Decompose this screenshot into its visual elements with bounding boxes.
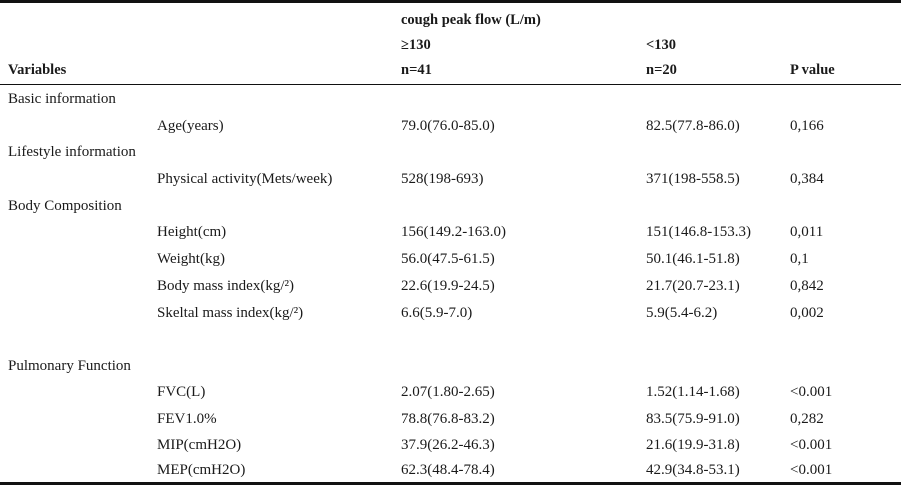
p-value: 0,011 bbox=[790, 224, 824, 240]
col1-value: 6.6(5.9-7.0) bbox=[401, 305, 473, 321]
p-value-header: P value bbox=[790, 62, 835, 78]
p-value: 0,384 bbox=[790, 171, 824, 187]
col1-value: 62.3(48.4-78.4) bbox=[401, 462, 495, 478]
p-value: <0.001 bbox=[790, 437, 833, 453]
table-row: MEP(cmH2O) 62.3(48.4-78.4) 42.9(34.8-53.… bbox=[0, 460, 901, 487]
table-row: MIP(cmH2O) 37.9(26.2-46.3) 21.6(19.9-31.… bbox=[0, 435, 901, 462]
col1-group-label: ≥130 bbox=[401, 37, 431, 53]
variable-label: Height(cm) bbox=[157, 224, 227, 240]
group-header: cough peak flow (L/m) bbox=[401, 12, 541, 28]
variable-label: FVC(L) bbox=[157, 384, 206, 400]
col2-value: 83.5(75.9-91.0) bbox=[646, 411, 740, 427]
col2-value: 42.9(34.8-53.1) bbox=[646, 462, 740, 478]
col1-value: 78.8(76.8-83.2) bbox=[401, 411, 495, 427]
table-row: FVC(L) 2.07(1.80-2.65) 1.52(1.14-1.68) <… bbox=[0, 382, 901, 409]
variable-label: FEV1.0% bbox=[157, 411, 217, 427]
table-row: FEV1.0% 78.8(76.8-83.2) 83.5(75.9-91.0) … bbox=[0, 409, 901, 436]
variable-label: Physical activity(Mets/week) bbox=[157, 171, 333, 187]
section-row: Lifestyle information bbox=[0, 142, 901, 169]
col1-n: n=41 bbox=[401, 62, 432, 78]
p-value: <0.001 bbox=[790, 462, 833, 478]
variables-header: Variables bbox=[8, 62, 67, 78]
table-row: Body mass index(kg/²) 22.6(19.9-24.5) 21… bbox=[0, 276, 901, 303]
col1-value: 2.07(1.80-2.65) bbox=[401, 384, 495, 400]
col2-value: 5.9(5.4-6.2) bbox=[646, 305, 718, 321]
section-title: Lifestyle information bbox=[8, 144, 136, 160]
table-bottom-rule bbox=[0, 482, 901, 485]
col1-value: 528(198-693) bbox=[401, 171, 484, 187]
p-value: 0,842 bbox=[790, 278, 824, 294]
col2-value: 21.7(20.7-23.1) bbox=[646, 278, 740, 294]
table-row: Height(cm) 156(149.2-163.0) 151(146.8-15… bbox=[0, 222, 901, 249]
section-row: Pulmonary Function bbox=[0, 356, 901, 383]
col2-value: 82.5(77.8-86.0) bbox=[646, 118, 740, 134]
table-row: Physical activity(Mets/week) 528(198-693… bbox=[0, 169, 901, 196]
col1-value: 56.0(47.5-61.5) bbox=[401, 251, 495, 267]
variable-label: Age(years) bbox=[157, 118, 224, 134]
variable-label: Body mass index(kg/²) bbox=[157, 278, 294, 294]
section-title: Basic information bbox=[8, 91, 116, 107]
table-row: Age(years) 79.0(76.0-85.0) 82.5(77.8-86.… bbox=[0, 116, 901, 143]
col2-group-label: <130 bbox=[646, 37, 677, 53]
col2-value: 371(198-558.5) bbox=[646, 171, 740, 187]
col1-value: 156(149.2-163.0) bbox=[401, 224, 506, 240]
col1-value: 37.9(26.2-46.3) bbox=[401, 437, 495, 453]
variable-label: Weight(kg) bbox=[157, 251, 225, 267]
col2-value: 151(146.8-153.3) bbox=[646, 224, 751, 240]
section-row: Body Composition bbox=[0, 196, 901, 223]
p-value: 0,166 bbox=[790, 118, 824, 134]
table-row: Weight(kg) 56.0(47.5-61.5) 50.1(46.1-51.… bbox=[0, 249, 901, 276]
section-title: Pulmonary Function bbox=[8, 358, 131, 374]
col2-value: 21.6(19.9-31.8) bbox=[646, 437, 740, 453]
variable-label: MEP(cmH2O) bbox=[157, 462, 246, 478]
p-value: 0,002 bbox=[790, 305, 824, 321]
p-value: 0,1 bbox=[790, 251, 809, 267]
variable-label: Skeltal mass index(kg/²) bbox=[157, 305, 304, 321]
col1-value: 79.0(76.0-85.0) bbox=[401, 118, 495, 134]
section-row: Basic information bbox=[0, 89, 901, 116]
section-title: Body Composition bbox=[8, 198, 122, 214]
table-top-rule bbox=[0, 0, 901, 3]
col2-value: 50.1(46.1-51.8) bbox=[646, 251, 740, 267]
p-value: 0,282 bbox=[790, 411, 824, 427]
table-row: Skeltal mass index(kg/²) 6.6(5.9-7.0) 5.… bbox=[0, 303, 901, 330]
col2-value: 1.52(1.14-1.68) bbox=[646, 384, 740, 400]
p-value: <0.001 bbox=[790, 384, 833, 400]
col1-value: 22.6(19.9-24.5) bbox=[401, 278, 495, 294]
col2-n: n=20 bbox=[646, 62, 677, 78]
variable-label: MIP(cmH2O) bbox=[157, 437, 242, 453]
header-rule bbox=[0, 84, 901, 85]
